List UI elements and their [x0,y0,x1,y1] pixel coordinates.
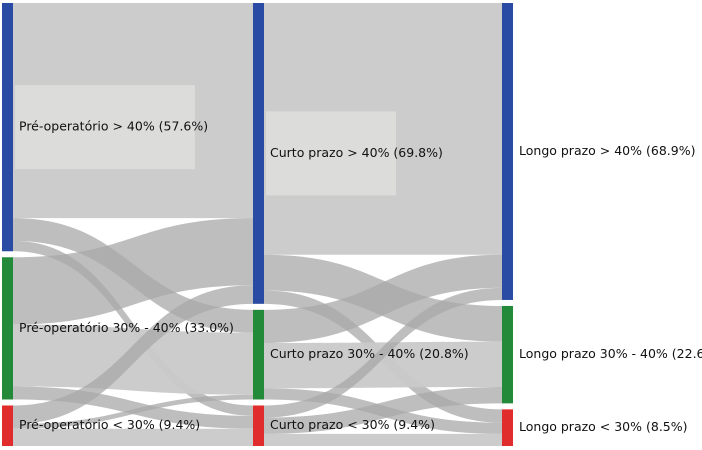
flow-link [13,285,253,425]
flow-link [13,394,253,429]
stage-node [502,305,513,404]
stage-node [253,309,264,400]
node-label: Longo prazo 30% - 40% (22.6%) [519,346,702,361]
flow-link [264,433,502,446]
flow-link [264,386,502,434]
flow-link [13,240,253,416]
flow-link [264,341,502,389]
label-background [15,85,195,170]
flow-link [13,428,253,446]
stage-nodes [2,3,513,446]
node-label: Curto prazo 30% - 40% (20.8%) [270,346,469,361]
label-background [266,111,396,196]
stage-node [502,3,513,300]
node-label: Pré-operatório < 30% (9.4%) [19,417,200,432]
stage-node [2,257,13,400]
stage-node [502,409,513,446]
stage-node [2,3,13,252]
label-backgrounds [15,85,396,196]
node-label: Pré-operatório 30% - 40% (33.0%) [19,320,234,335]
flow-link [264,287,502,418]
node-label: Curto prazo > 40% (69.8%) [270,145,443,160]
flow-link [264,254,502,344]
stage-node [253,3,264,304]
node-label: Curto prazo < 30% (9.4%) [270,417,435,432]
node-label: Longo prazo > 40% (68.9%) [519,143,695,158]
flow-link [13,218,253,325]
stage-node [2,405,13,446]
node-label: Pré-operatório > 40% (57.6%) [19,119,208,134]
stage-node [253,405,264,446]
node-label: Longo prazo < 30% (8.5%) [519,419,688,434]
node-labels: Pré-operatório > 40% (57.6%) Pré-operatór… [19,119,702,435]
